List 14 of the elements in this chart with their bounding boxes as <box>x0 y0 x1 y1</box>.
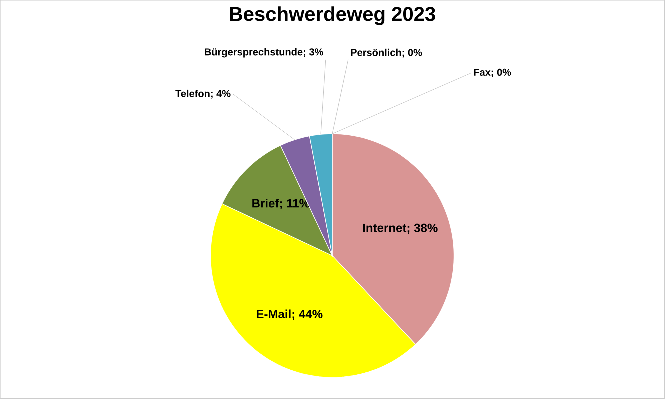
slice-label: Brief <box>252 198 280 208</box>
text: ; 0% <box>492 68 512 78</box>
data-label: ; 4% <box>211 90 231 99</box>
data-label: ; 38% <box>408 224 438 234</box>
chart-title: Beschwerdeweg 2023 <box>230 6 436 26</box>
slice-label: E-Mail <box>256 310 291 318</box>
slice-label: Bürgersprechstunde <box>205 48 303 58</box>
data-label: ; 3% <box>304 48 324 58</box>
slice-label: Internet <box>363 224 407 232</box>
text: ; 0% <box>402 49 422 58</box>
slice-label: Telefon <box>176 90 210 98</box>
data-label: ; 44% <box>292 310 323 320</box>
category-label: Persönlich <box>351 48 402 56</box>
category-label: Fax <box>474 68 491 76</box>
